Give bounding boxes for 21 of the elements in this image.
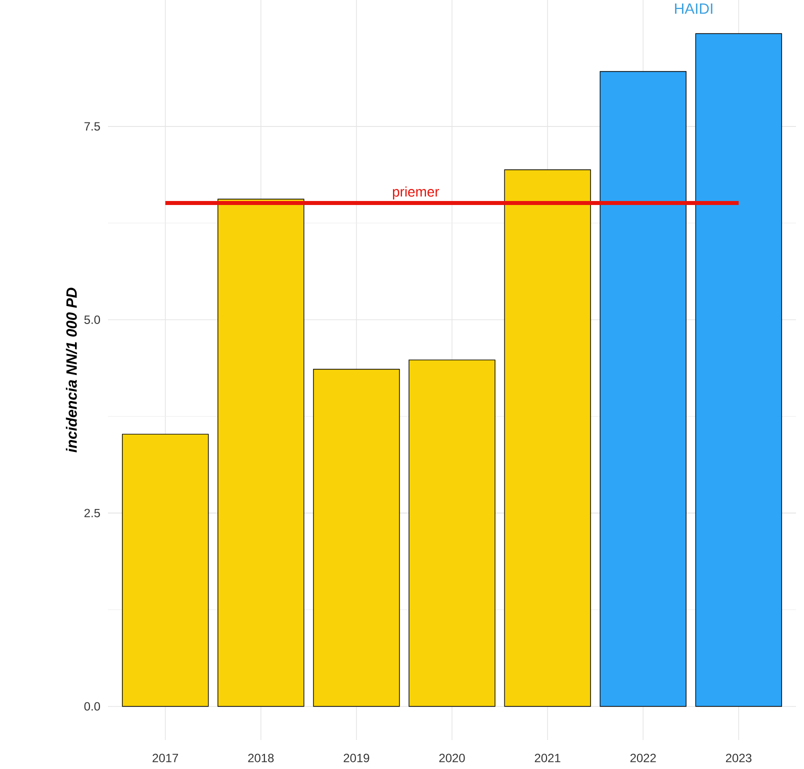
- y-axis-title: incidencia NN/1 000 PD: [66, 288, 78, 452]
- annotation: HAIDI: [675, 4, 712, 14]
- x-tick-label: 2023: [726, 754, 752, 762]
- y-tick-label: 7.5: [84, 122, 100, 131]
- bar: [695, 33, 782, 707]
- x-tick-label: 2018: [248, 754, 274, 762]
- bar: [504, 169, 591, 707]
- y-tick-label: 0.0: [84, 702, 100, 711]
- bar: [313, 368, 400, 707]
- x-tick-label: 2022: [630, 754, 656, 762]
- x-tick-label: 2021: [534, 754, 560, 762]
- ref-line-label: priemer: [392, 186, 440, 200]
- y-tick-label: 2.5: [84, 508, 100, 518]
- x-tick-label: 2017: [152, 754, 178, 762]
- bar: [218, 198, 304, 707]
- x-tick-label: 2020: [439, 754, 465, 762]
- bar: [122, 434, 209, 707]
- bar: [600, 71, 686, 707]
- bar: [408, 360, 496, 707]
- y-tick-label: 5.0: [84, 316, 100, 324]
- x-tick-label: 2019: [344, 754, 370, 762]
